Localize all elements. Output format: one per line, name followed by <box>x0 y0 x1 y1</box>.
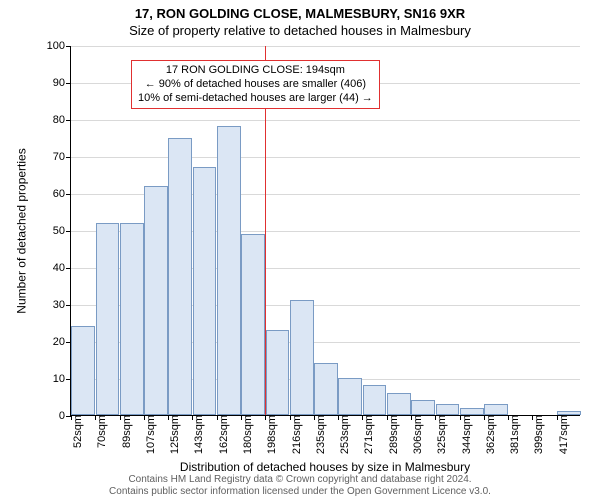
annotation-line2: ← 90% of detached houses are smaller (40… <box>138 78 373 92</box>
bar <box>217 126 241 415</box>
y-tick-label: 80 <box>53 114 71 126</box>
x-tick-label: 180sqm <box>236 415 254 454</box>
annotation-box: 17 RON GOLDING CLOSE: 194sqm← 90% of det… <box>131 60 380 109</box>
bar <box>387 393 411 415</box>
gridline <box>71 120 580 121</box>
bar <box>290 300 314 415</box>
gridline <box>71 46 580 47</box>
y-axis-label: Number of detached properties <box>14 46 30 416</box>
x-tick-label: 52sqm <box>66 415 84 448</box>
annotation-line1: 17 RON GOLDING CLOSE: 194sqm <box>138 64 373 78</box>
bar <box>460 408 484 415</box>
x-tick-label: 107sqm <box>139 415 157 454</box>
footer-line2: Contains public sector information licen… <box>0 486 600 498</box>
x-tick-label: 399sqm <box>527 415 545 454</box>
x-tick-label: 381sqm <box>503 415 521 454</box>
y-tick-label: 40 <box>53 262 71 274</box>
y-tick-label: 100 <box>47 40 71 52</box>
bar <box>144 186 168 415</box>
x-tick-label: 417sqm <box>552 415 570 454</box>
bar <box>363 385 387 415</box>
gridline <box>71 157 580 158</box>
x-tick-label: 162sqm <box>212 415 230 454</box>
footer: Contains HM Land Registry data © Crown c… <box>0 474 600 498</box>
bar <box>314 363 338 415</box>
chart-title: 17, RON GOLDING CLOSE, MALMESBURY, SN16 … <box>0 0 600 21</box>
bar <box>168 138 192 416</box>
x-tick-label: 235sqm <box>309 415 327 454</box>
plot: 010203040506070809010052sqm70sqm89sqm107… <box>70 46 580 416</box>
x-tick-label: 344sqm <box>455 415 473 454</box>
bar <box>436 404 460 415</box>
footer-line1: Contains HM Land Registry data © Crown c… <box>0 474 600 486</box>
x-tick-label: 325sqm <box>430 415 448 454</box>
y-tick-label: 10 <box>53 373 71 385</box>
x-tick-label: 89sqm <box>115 415 133 448</box>
y-tick-label: 30 <box>53 299 71 311</box>
bar <box>71 326 95 415</box>
y-tick-label: 50 <box>53 225 71 237</box>
x-tick-label: 216sqm <box>285 415 303 454</box>
y-tick-label: 70 <box>53 151 71 163</box>
bar <box>266 330 290 415</box>
x-tick-label: 289sqm <box>382 415 400 454</box>
x-tick-label: 306sqm <box>406 415 424 454</box>
y-tick-label: 90 <box>53 77 71 89</box>
bar <box>96 223 120 415</box>
bar <box>484 404 508 415</box>
x-tick-label: 125sqm <box>163 415 181 454</box>
bar <box>338 378 362 415</box>
x-tick-label: 70sqm <box>90 415 108 448</box>
plot-area: 010203040506070809010052sqm70sqm89sqm107… <box>70 46 580 416</box>
bar <box>120 223 144 415</box>
chart-container: 17, RON GOLDING CLOSE, MALMESBURY, SN16 … <box>0 0 600 500</box>
chart-subtitle: Size of property relative to detached ho… <box>0 21 600 38</box>
x-tick-label: 253sqm <box>333 415 351 454</box>
x-tick-label: 143sqm <box>187 415 205 454</box>
bar <box>241 234 265 415</box>
y-tick-label: 60 <box>53 188 71 200</box>
annotation-line3: 10% of semi-detached houses are larger (… <box>138 92 373 106</box>
bar <box>411 400 435 415</box>
x-tick-label: 198sqm <box>260 415 278 454</box>
x-tick-label: 362sqm <box>479 415 497 454</box>
x-axis-label: Distribution of detached houses by size … <box>70 460 580 474</box>
y-tick-label: 20 <box>53 336 71 348</box>
bar <box>193 167 217 415</box>
x-tick-label: 271sqm <box>357 415 375 454</box>
